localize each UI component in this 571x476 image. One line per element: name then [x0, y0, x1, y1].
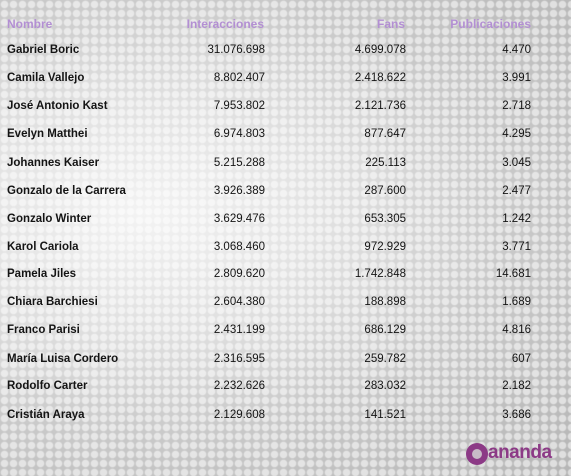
cell-publications: 3.045: [502, 157, 531, 169]
cell-fans: 141.521: [364, 409, 406, 421]
cell-fans: 1.742.848: [354, 268, 406, 280]
header-name: Nombre: [7, 17, 53, 31]
cell-interactions: 6.974.803: [213, 128, 265, 140]
cell-publications: 4.816: [502, 324, 531, 336]
cell-name: José Antonio Kast: [7, 100, 108, 112]
table-row: Gonzalo Winter 3.629.476 653.305 1.242: [0, 209, 571, 233]
cell-fans: 2.418.622: [354, 72, 406, 84]
cell-interactions: 2.316.595: [213, 353, 265, 365]
cell-name: Gonzalo de la Carrera: [7, 185, 126, 197]
cell-publications: 2.477: [502, 185, 531, 197]
cell-interactions: 3.629.476: [213, 213, 265, 225]
cell-name: Franco Parisi: [7, 324, 80, 336]
cell-publications: 14.681: [495, 268, 531, 280]
table-row: Chiara Barchiesi 2.604.380 188.898 1.689: [0, 292, 571, 316]
cell-interactions: 2.232.626: [213, 380, 265, 392]
cell-publications: 1.242: [502, 213, 531, 225]
table-row: José Antonio Kast 7.953.802 2.121.736 2.…: [0, 96, 571, 120]
cell-fans: 287.600: [364, 185, 406, 197]
cell-publications: 2.182: [502, 380, 531, 392]
cell-interactions: 7.953.802: [213, 100, 265, 112]
table-row: Karol Cariola 3.068.460 972.929 3.771: [0, 237, 571, 261]
cell-interactions: 31.076.698: [207, 44, 265, 56]
cell-publications: 3.991: [502, 72, 531, 84]
cell-fans: 283.032: [364, 380, 406, 392]
cell-interactions: 2.431.199: [213, 324, 265, 336]
cell-fans: 2.121.736: [354, 100, 406, 112]
ananda-logo-icon: [466, 443, 488, 465]
header-publications: Publicaciones: [450, 17, 531, 31]
cell-publications: 4.470: [502, 44, 531, 56]
cell-interactions: 8.802.407: [213, 72, 265, 84]
cell-interactions: 2.604.380: [213, 296, 265, 308]
table-row: Camila Vallejo 8.802.407 2.418.622 3.991: [0, 68, 571, 92]
cell-interactions: 2.809.620: [213, 268, 265, 280]
table-row: Evelyn Matthei 6.974.803 877.647 4.295: [0, 124, 571, 148]
table-row: Gabriel Boric 31.076.698 4.699.078 4.470: [0, 40, 571, 64]
cell-interactions: 2.129.608: [213, 409, 265, 421]
table-row: María Luisa Cordero 2.316.595 259.782 60…: [0, 349, 571, 373]
cell-fans: 972.929: [364, 241, 406, 253]
cell-fans: 653.305: [364, 213, 406, 225]
cell-publications: 3.686: [502, 409, 531, 421]
cell-fans: 225.113: [365, 157, 406, 169]
cell-name: Gonzalo Winter: [7, 213, 92, 225]
cell-interactions: 3.068.460: [213, 241, 265, 253]
cell-interactions: 3.926.389: [213, 185, 265, 197]
cell-publications: 2.718: [502, 100, 531, 112]
cell-fans: 188.898: [364, 296, 406, 308]
table-header: Nombre Interacciones Fans Publicaciones: [0, 12, 571, 36]
cell-publications: 3.771: [502, 241, 531, 253]
cell-name: Gabriel Boric: [7, 44, 80, 56]
table-row: Rodolfo Carter 2.232.626 283.032 2.182: [0, 376, 571, 400]
cell-fans: 4.699.078: [354, 44, 406, 56]
cell-publications: 607: [511, 353, 531, 365]
cell-fans: 686.129: [364, 324, 406, 336]
ananda-logo: ananda: [466, 441, 552, 467]
header-interactions: Interacciones: [186, 17, 264, 31]
logo-text: ananda: [488, 442, 552, 463]
cell-publications: 1.689: [502, 296, 531, 308]
cell-name: Pamela Jiles: [7, 268, 77, 280]
table-row: Franco Parisi 2.431.199 686.129 4.816: [0, 320, 571, 344]
table-row: Cristián Araya 2.129.608 141.521 3.686: [0, 405, 571, 429]
cell-publications: 4.295: [502, 128, 531, 140]
cell-name: Cristián Araya: [7, 409, 85, 421]
cell-name: Rodolfo Carter: [7, 380, 88, 392]
table-row: Gonzalo de la Carrera 3.926.389 287.600 …: [0, 181, 571, 205]
table-row: Pamela Jiles 2.809.620 1.742.848 14.681: [0, 264, 571, 288]
cell-name: María Luisa Cordero: [7, 353, 119, 365]
cell-name: Johannes Kaiser: [7, 157, 100, 169]
cell-name: Karol Cariola: [7, 241, 79, 253]
cell-name: Chiara Barchiesi: [7, 296, 98, 308]
cell-fans: 259.782: [364, 353, 406, 365]
cell-fans: 877.647: [364, 128, 406, 140]
header-fans: Fans: [376, 17, 405, 31]
cell-interactions: 5.215.288: [213, 157, 265, 169]
cell-name: Evelyn Matthei: [7, 128, 88, 140]
cell-name: Camila Vallejo: [7, 72, 85, 84]
table-row: Johannes Kaiser 5.215.288 225.113 3.045: [0, 153, 571, 177]
